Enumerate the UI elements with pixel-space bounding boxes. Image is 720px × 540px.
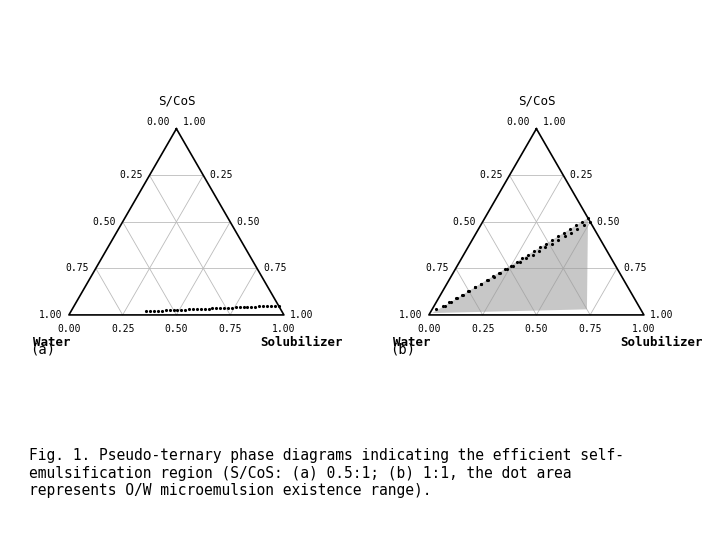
Text: 1.00: 1.00 [183, 117, 207, 126]
Text: (a): (a) [30, 343, 55, 357]
Text: 0.75: 0.75 [264, 264, 287, 273]
Text: 0.50: 0.50 [165, 323, 188, 334]
Text: 0.50: 0.50 [525, 323, 548, 334]
Text: 0.75: 0.75 [426, 264, 449, 273]
Text: 0.25: 0.25 [120, 170, 143, 180]
Text: 1.00: 1.00 [399, 310, 423, 320]
Text: 0.00: 0.00 [57, 323, 81, 334]
Text: 0.75: 0.75 [66, 264, 89, 273]
Text: 0.50: 0.50 [93, 217, 116, 227]
Text: 0.25: 0.25 [480, 170, 503, 180]
Text: 0.50: 0.50 [597, 217, 620, 227]
Text: (b): (b) [390, 343, 415, 357]
Text: 0.25: 0.25 [111, 323, 135, 334]
Text: 1.00: 1.00 [290, 310, 314, 320]
Text: 0.50: 0.50 [237, 217, 260, 227]
Text: Solubilizer: Solubilizer [260, 336, 342, 349]
Text: 0.25: 0.25 [210, 170, 233, 180]
Text: Water: Water [393, 336, 431, 349]
Text: Water: Water [33, 336, 71, 349]
Text: S/CoS: S/CoS [158, 94, 195, 107]
Text: 0.25: 0.25 [570, 170, 593, 180]
Text: 0.75: 0.75 [218, 323, 242, 334]
Text: 0.25: 0.25 [471, 323, 495, 334]
Text: 1.00: 1.00 [650, 310, 674, 320]
Text: 1.00: 1.00 [272, 323, 296, 334]
Text: 0.75: 0.75 [578, 323, 602, 334]
Text: 1.00: 1.00 [632, 323, 656, 334]
Text: 0.00: 0.00 [417, 323, 441, 334]
Text: 0.00: 0.00 [506, 117, 530, 126]
Text: 0.50: 0.50 [453, 217, 476, 227]
Text: 1.00: 1.00 [543, 117, 567, 126]
Text: Fig. 1. Pseudo-ternary phase diagrams indicating the efficient self-
emulsificat: Fig. 1. Pseudo-ternary phase diagrams in… [29, 448, 624, 498]
Text: 0.75: 0.75 [624, 264, 647, 273]
Text: S/CoS: S/CoS [518, 94, 555, 107]
Polygon shape [432, 218, 588, 313]
Text: 1.00: 1.00 [39, 310, 63, 320]
Text: 0.00: 0.00 [146, 117, 170, 126]
Text: Solubilizer: Solubilizer [620, 336, 702, 349]
